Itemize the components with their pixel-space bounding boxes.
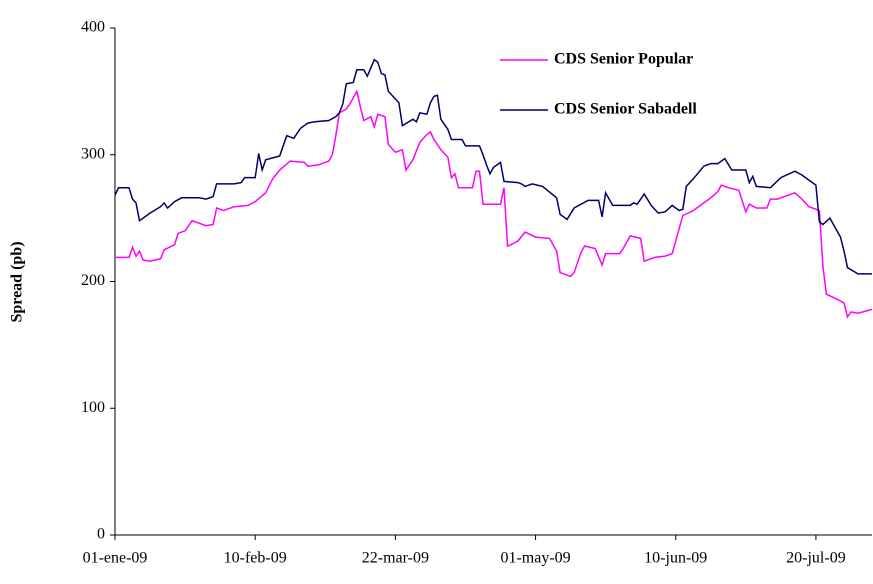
y-tick-label: 100 xyxy=(81,399,105,416)
y-axis-label: Spread (pb) xyxy=(9,241,26,322)
x-tick-label: 22-mar-09 xyxy=(362,550,429,567)
x-tick-label: 10-jun-09 xyxy=(644,550,707,567)
legend-label: CDS Senior Sabadell xyxy=(554,101,697,118)
x-tick-label: 20-jul-09 xyxy=(786,550,846,567)
y-tick-label: 0 xyxy=(97,526,105,543)
x-tick-label: 01-ene-09 xyxy=(83,550,148,567)
legend-label: CDS Senior Popular xyxy=(554,51,693,68)
x-tick-label: 01-may-09 xyxy=(500,550,570,567)
y-tick-label: 400 xyxy=(81,19,105,36)
x-tick-label: 10-feb-09 xyxy=(224,550,287,567)
line-series xyxy=(115,89,873,319)
line-series xyxy=(114,58,872,275)
y-tick-label: 200 xyxy=(81,272,105,289)
y-tick-label: 300 xyxy=(81,145,105,162)
